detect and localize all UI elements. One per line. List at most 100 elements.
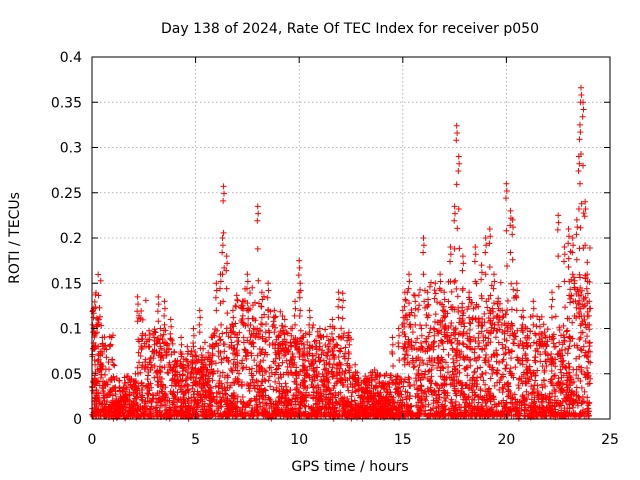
data-point <box>468 385 475 392</box>
data-point <box>562 304 569 311</box>
data-point <box>471 355 478 362</box>
data-point <box>218 321 225 328</box>
data-point <box>431 387 438 394</box>
data-point <box>112 391 119 398</box>
data-point <box>197 345 204 352</box>
data-point <box>449 400 456 407</box>
data-point <box>401 289 408 296</box>
data-point <box>256 345 263 352</box>
data-point <box>541 367 548 374</box>
data-point <box>367 369 374 376</box>
data-point <box>480 377 487 384</box>
data-point <box>201 339 208 346</box>
data-point <box>420 249 427 256</box>
data-point <box>448 396 455 403</box>
data-point <box>352 361 359 368</box>
data-point <box>449 368 456 375</box>
data-point <box>313 350 320 357</box>
data-point <box>325 405 332 412</box>
data-point <box>163 414 170 421</box>
data-point <box>217 278 224 285</box>
data-point <box>234 363 241 370</box>
data-point <box>475 330 482 337</box>
data-point <box>571 312 578 319</box>
data-point <box>213 327 220 334</box>
data-point <box>439 356 446 363</box>
data-point <box>569 249 576 256</box>
data-point <box>184 411 191 418</box>
data-point <box>474 365 481 372</box>
data-point <box>577 334 584 341</box>
data-point <box>126 376 133 383</box>
data-point <box>538 381 545 388</box>
data-point <box>426 283 433 290</box>
data-point <box>421 298 428 305</box>
data-point <box>155 396 162 403</box>
data-point <box>451 387 458 394</box>
data-point <box>475 343 482 350</box>
data-point <box>280 386 287 393</box>
data-point <box>323 352 330 359</box>
data-point <box>411 363 418 370</box>
data-point <box>272 324 279 331</box>
data-point <box>178 378 185 385</box>
data-point <box>193 359 200 366</box>
data-point <box>370 401 377 408</box>
data-point <box>271 345 278 352</box>
data-point <box>464 372 471 379</box>
data-point <box>409 329 416 336</box>
data-point <box>424 289 431 296</box>
data-point <box>249 404 256 411</box>
data-point <box>548 356 555 363</box>
data-point <box>482 381 489 388</box>
data-point <box>434 382 441 389</box>
data-point <box>424 303 431 310</box>
data-point <box>585 372 592 379</box>
data-point <box>422 338 429 345</box>
data-point <box>275 334 282 341</box>
data-point <box>145 380 152 387</box>
y-tick-label: 0.05 <box>51 367 82 383</box>
data-point <box>338 361 345 368</box>
data-point <box>422 397 429 404</box>
data-point <box>157 357 164 364</box>
data-point <box>556 324 563 331</box>
data-point <box>99 341 106 348</box>
data-point <box>239 365 246 372</box>
data-point <box>410 364 417 371</box>
data-point <box>259 409 266 416</box>
data-point <box>278 374 285 381</box>
data-point <box>433 409 440 416</box>
data-point <box>582 374 589 381</box>
data-point <box>441 333 448 340</box>
data-point <box>428 358 435 365</box>
data-point <box>459 385 466 392</box>
data-point <box>262 377 269 384</box>
data-point <box>471 258 478 265</box>
data-point <box>145 391 152 397</box>
data-point <box>262 337 269 344</box>
data-point <box>132 379 139 386</box>
data-point <box>296 313 303 320</box>
data-point <box>567 338 574 345</box>
data-point <box>240 412 247 419</box>
data-point <box>483 242 490 249</box>
data-point <box>456 315 463 322</box>
data-point <box>146 344 153 351</box>
data-point <box>207 403 214 410</box>
data-point <box>336 407 343 414</box>
data-point <box>312 337 319 344</box>
data-point <box>395 343 402 350</box>
data-point <box>561 244 568 251</box>
data-point <box>575 375 582 382</box>
data-point <box>185 402 192 409</box>
data-point <box>577 84 584 91</box>
data-point <box>241 409 248 416</box>
data-point <box>219 384 226 391</box>
data-point <box>95 396 102 403</box>
data-point <box>341 355 348 362</box>
data-point <box>110 361 117 368</box>
data-point <box>244 307 251 314</box>
data-point <box>413 377 420 384</box>
data-point <box>467 299 474 306</box>
